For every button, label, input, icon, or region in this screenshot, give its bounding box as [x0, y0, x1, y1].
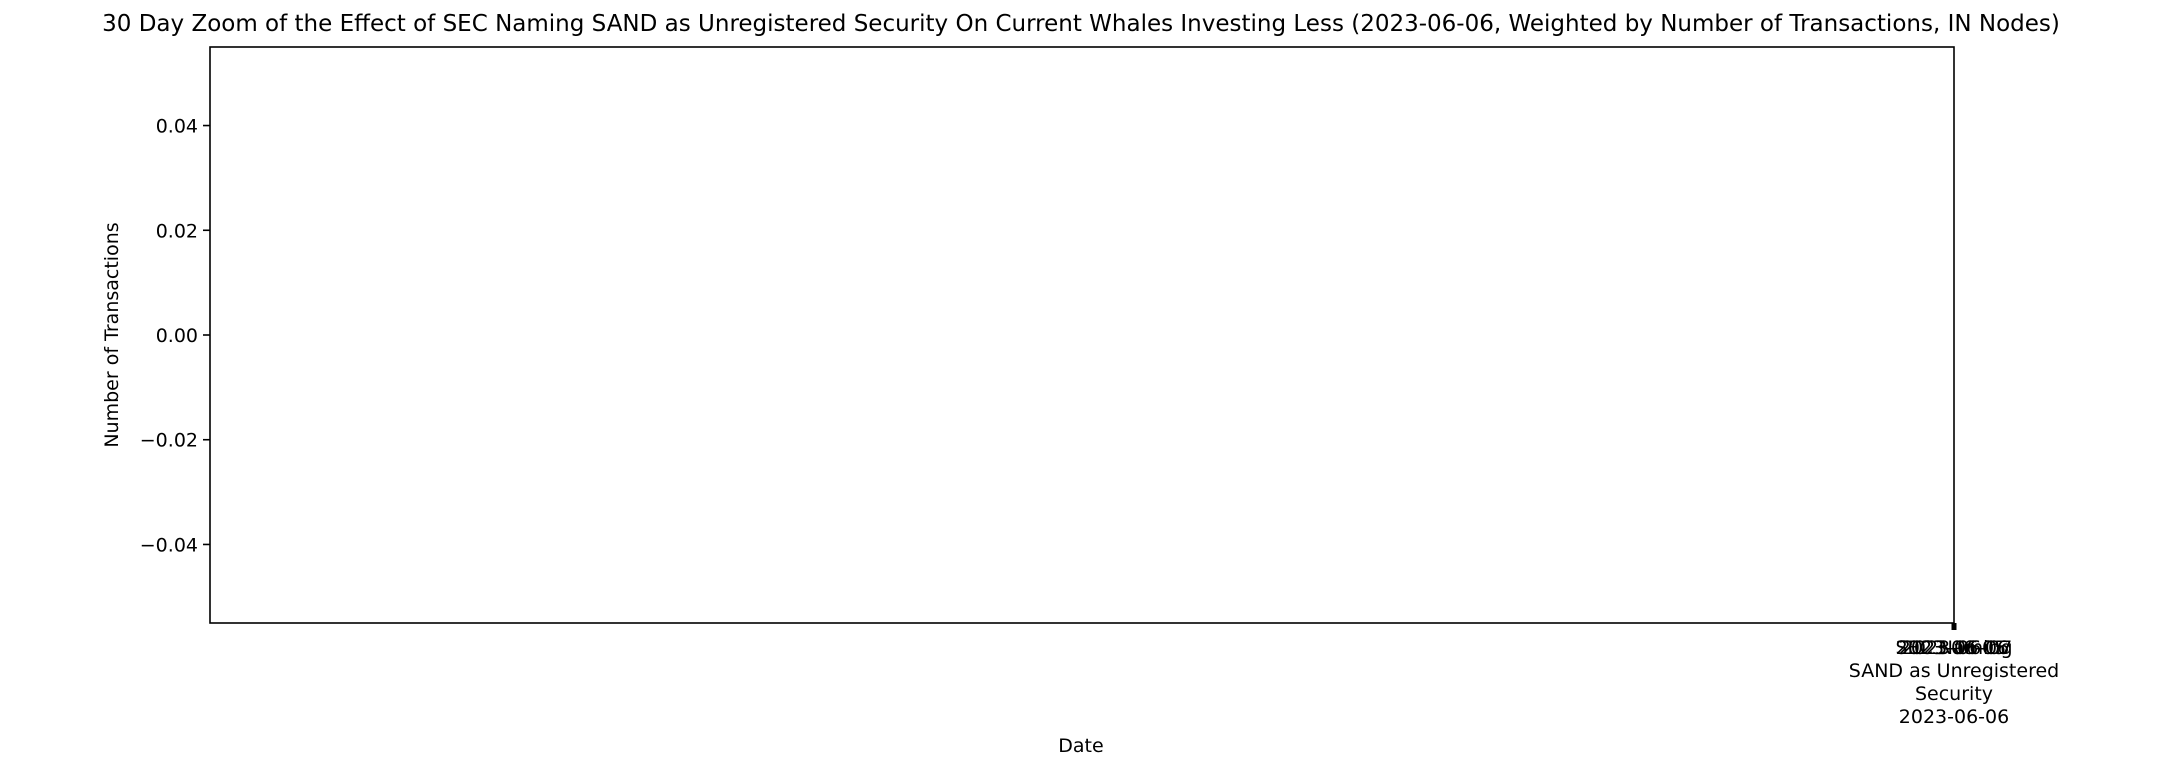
y-tick-label-1: −0.02: [140, 430, 198, 452]
y-tick-label-2: 0.00: [156, 325, 198, 347]
chart-title: 30 Day Zoom of the Effect of SEC Naming …: [102, 11, 2060, 37]
plot-area: [209, 46, 1955, 624]
y-tick-label-3: 0.02: [156, 220, 198, 242]
event-label-line-2: Security: [1915, 683, 1993, 705]
y-axis: −0.04 −0.02 0.00 0.02 0.04: [140, 116, 210, 556]
x-tick-label-1: 2023-06-06: [1899, 637, 2009, 659]
event-label-line-0: SEC Naming: [1895, 637, 2012, 659]
event-label-line-3: 2023-06-06: [1899, 706, 2009, 728]
y-axis-label: Number of Transactions: [101, 222, 123, 447]
x-tick-label-2: 2023-06-07: [1902, 637, 2012, 659]
x-axis-label: Date: [1058, 735, 1103, 757]
event-label-line-1: SAND as Unregistered: [1849, 660, 2059, 682]
y-tick-label-4: 0.04: [156, 116, 198, 138]
x-tick-label-0: 2023-06-05: [1896, 637, 2006, 659]
y-tick-label-0: −0.04: [140, 534, 198, 556]
